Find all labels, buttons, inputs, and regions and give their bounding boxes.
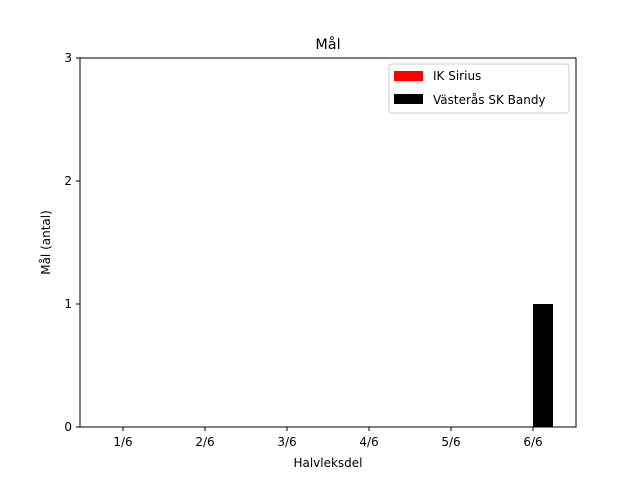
- y-axis-label: Mål (antal): [39, 210, 53, 275]
- x-tick-label: 6/6: [523, 435, 542, 449]
- x-axis-label: Halvleksdel: [293, 456, 362, 470]
- y-tick-label: 0: [64, 420, 72, 434]
- legend: IK Sirius Västerås SK Bandy: [388, 63, 570, 114]
- legend-box: [388, 63, 570, 114]
- y-axis: 0 1 2 3: [64, 51, 80, 434]
- x-axis: 1/6 2/6 3/6 4/6 5/6 6/6: [113, 427, 543, 449]
- plot-area-frame: [79, 57, 577, 428]
- y-tick-label: 3: [64, 51, 72, 65]
- y-tick-label: 2: [64, 174, 72, 188]
- chart-title: Mål: [315, 36, 340, 53]
- x-tick-label: 2/6: [195, 435, 214, 449]
- legend-label-ik-sirius: IK Sirius: [433, 69, 481, 83]
- legend-swatch-vasteras-sk-bandy: [394, 94, 423, 104]
- x-tick-label: 1/6: [113, 435, 132, 449]
- bar-vasteras-6: [533, 304, 553, 427]
- legend-swatch-ik-sirius: [394, 71, 423, 81]
- y-tick-label: 1: [64, 297, 72, 311]
- legend-label-vasteras-sk-bandy: Västerås SK Bandy: [433, 93, 546, 107]
- x-tick-label: 3/6: [277, 435, 296, 449]
- x-tick-label: 5/6: [441, 435, 460, 449]
- bars-layer: [533, 304, 553, 427]
- x-tick-label: 4/6: [359, 435, 378, 449]
